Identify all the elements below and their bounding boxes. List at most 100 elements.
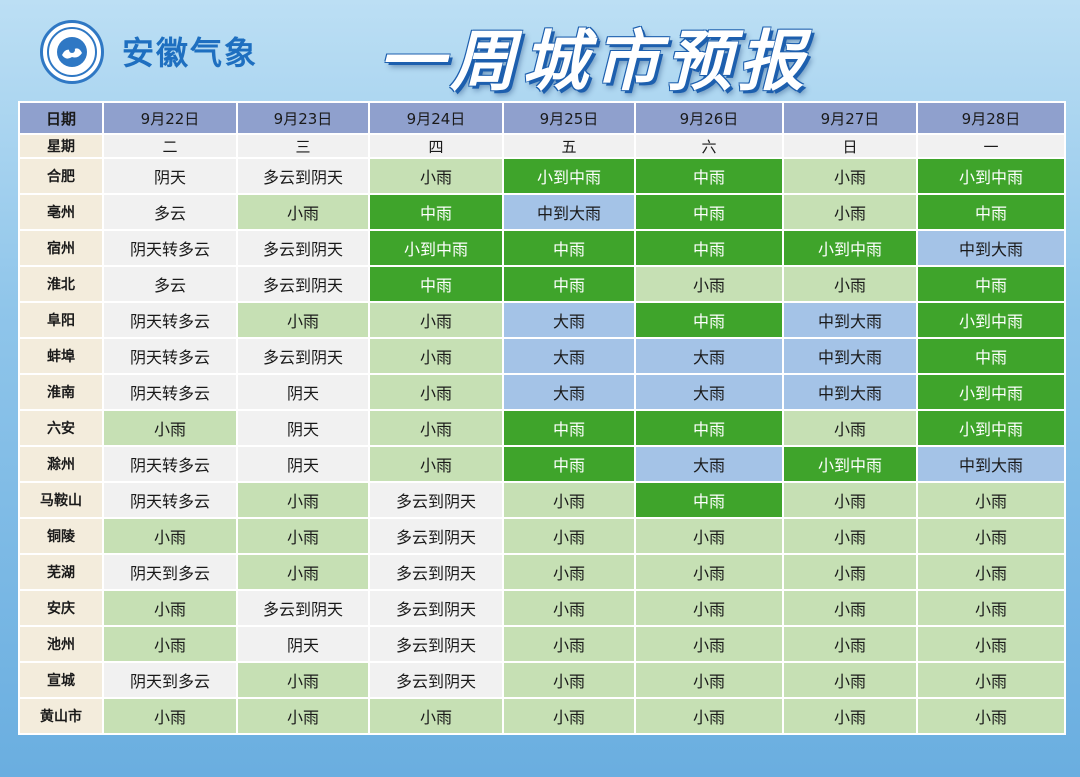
forecast-cell: 中雨 [368, 265, 504, 303]
forecast-cell: 小雨 [634, 265, 784, 303]
weekday-cell: 二 [102, 133, 238, 159]
city-name: 马鞍山 [18, 481, 104, 519]
forecast-cell: 多云到阴天 [368, 553, 504, 591]
city-name: 芜湖 [18, 553, 104, 591]
forecast-cell: 小到中雨 [782, 445, 918, 483]
forecast-cell: 大雨 [634, 373, 784, 411]
forecast-cell: 小雨 [368, 697, 504, 735]
city-name: 安庆 [18, 589, 104, 627]
forecast-cell: 小雨 [634, 625, 784, 663]
city-name: 合肥 [18, 157, 104, 195]
forecast-cell: 大雨 [634, 337, 784, 375]
forecast-cell: 小雨 [916, 589, 1066, 627]
weekday-header-label: 星期 [18, 133, 104, 159]
forecast-cell: 大雨 [502, 301, 636, 339]
forecast-cell: 小雨 [368, 157, 504, 195]
forecast-cell: 多云到阴天 [368, 481, 504, 519]
forecast-cell: 中到大雨 [782, 337, 918, 375]
forecast-cell: 小雨 [916, 481, 1066, 519]
city-name: 铜陵 [18, 517, 104, 555]
forecast-cell: 中雨 [502, 265, 636, 303]
forecast-cell: 大雨 [502, 337, 636, 375]
forecast-cell: 中到大雨 [916, 229, 1066, 267]
table-row: 池州 小雨 阴天 多云到阴天 小雨 小雨 小雨 小雨 [18, 625, 1066, 663]
page-title: 一周城市预报 [378, 23, 810, 100]
city-name: 滁州 [18, 445, 104, 483]
forecast-cell: 小到中雨 [916, 301, 1066, 339]
forecast-cell: 中到大雨 [782, 301, 918, 339]
weekday-row: 星期 二三四五六日一 [18, 133, 1066, 159]
date-header-label: 日期 [18, 101, 104, 135]
table-row: 安庆 小雨 多云到阴天 多云到阴天 小雨 小雨 小雨 小雨 [18, 589, 1066, 627]
forecast-cell: 多云到阴天 [368, 589, 504, 627]
table-row: 蚌埠 阴天转多云 多云到阴天 小雨 大雨 大雨 中到大雨 中雨 [18, 337, 1066, 375]
forecast-cell: 小雨 [236, 193, 370, 231]
forecast-cell: 小雨 [102, 625, 238, 663]
forecast-cell: 多云到阴天 [368, 517, 504, 555]
table-row: 淮北 多云 多云到阴天 中雨 中雨 小雨 小雨 中雨 [18, 265, 1066, 303]
forecast-cell: 小雨 [502, 697, 636, 735]
forecast-cell: 小到中雨 [916, 409, 1066, 447]
forecast-cell: 小雨 [368, 445, 504, 483]
city-name: 池州 [18, 625, 104, 663]
date-header-cell: 9月27日 [782, 101, 918, 135]
forecast-cell: 中雨 [634, 301, 784, 339]
forecast-cell: 小雨 [634, 661, 784, 699]
forecast-cell: 阴天 [236, 625, 370, 663]
forecast-cell: 小雨 [368, 301, 504, 339]
table-row: 合肥 阴天 多云到阴天 小雨 小到中雨 中雨 小雨 小到中雨 [18, 157, 1066, 195]
forecast-cell: 阴天到多云 [102, 661, 238, 699]
forecast-cell: 小雨 [368, 409, 504, 447]
forecast-cell: 中雨 [916, 265, 1066, 303]
forecast-cell: 阴天转多云 [102, 373, 238, 411]
forecast-cell: 小到中雨 [502, 157, 636, 195]
weekday-cell: 日 [782, 133, 918, 159]
date-header-cell: 9月24日 [368, 101, 504, 135]
forecast-cell: 中到大雨 [502, 193, 636, 231]
table-row: 淮南 阴天转多云 阴天 小雨 大雨 大雨 中到大雨 小到中雨 [18, 373, 1066, 411]
forecast-cell: 中雨 [634, 193, 784, 231]
forecast-cell: 小雨 [782, 409, 918, 447]
forecast-cell: 阴天 [236, 445, 370, 483]
forecast-cell: 小雨 [236, 517, 370, 555]
weekday-cell: 四 [368, 133, 504, 159]
forecast-cell: 小雨 [502, 625, 636, 663]
forecast-cell: 小雨 [916, 661, 1066, 699]
table-row: 六安 小雨 阴天 小雨 中雨 中雨 小雨 小到中雨 [18, 409, 1066, 447]
page-header: 安徽气象 一周城市预报 [0, 0, 1080, 100]
forecast-cell: 中雨 [502, 229, 636, 267]
forecast-cell: 小雨 [782, 157, 918, 195]
forecast-cell: 中到大雨 [916, 445, 1066, 483]
date-header-cell: 9月22日 [102, 101, 238, 135]
forecast-cell: 中雨 [916, 193, 1066, 231]
forecast-cell: 小雨 [782, 661, 918, 699]
city-name: 淮北 [18, 265, 104, 303]
city-name: 阜阳 [18, 301, 104, 339]
forecast-cell: 小雨 [236, 661, 370, 699]
forecast-cell: 中雨 [916, 337, 1066, 375]
forecast-cell: 多云到阴天 [236, 157, 370, 195]
table-row: 宿州 阴天转多云 多云到阴天 小到中雨 中雨 中雨 小到中雨 中到大雨 [18, 229, 1066, 267]
forecast-cell: 小雨 [102, 409, 238, 447]
weekday-cell: 三 [236, 133, 370, 159]
forecast-cell: 小雨 [634, 589, 784, 627]
table-row: 芜湖 阴天到多云 小雨 多云到阴天 小雨 小雨 小雨 小雨 [18, 553, 1066, 591]
forecast-cell: 中雨 [634, 409, 784, 447]
forecast-cell: 阴天转多云 [102, 229, 238, 267]
forecast-table: 日期 9月22日 9月23日 9月24日 9月25日 9月26日 9月27日 9月28日 星… [18, 101, 1066, 735]
forecast-cell: 小雨 [916, 517, 1066, 555]
forecast-cell: 阴天转多云 [102, 301, 238, 339]
forecast-cell: 中雨 [502, 409, 636, 447]
city-name: 黄山市 [18, 697, 104, 735]
forecast-cell: 多云到阴天 [236, 229, 370, 267]
forecast-cell: 小雨 [102, 589, 238, 627]
forecast-cell: 大雨 [634, 445, 784, 483]
city-name: 淮南 [18, 373, 104, 411]
logo-icon [40, 20, 104, 84]
forecast-cell: 小雨 [368, 373, 504, 411]
forecast-cell: 小雨 [634, 553, 784, 591]
weekday-cell: 六 [634, 133, 784, 159]
forecast-cell: 阴天 [102, 157, 238, 195]
forecast-cell: 阴天 [236, 373, 370, 411]
forecast-cell: 阴天转多云 [102, 481, 238, 519]
